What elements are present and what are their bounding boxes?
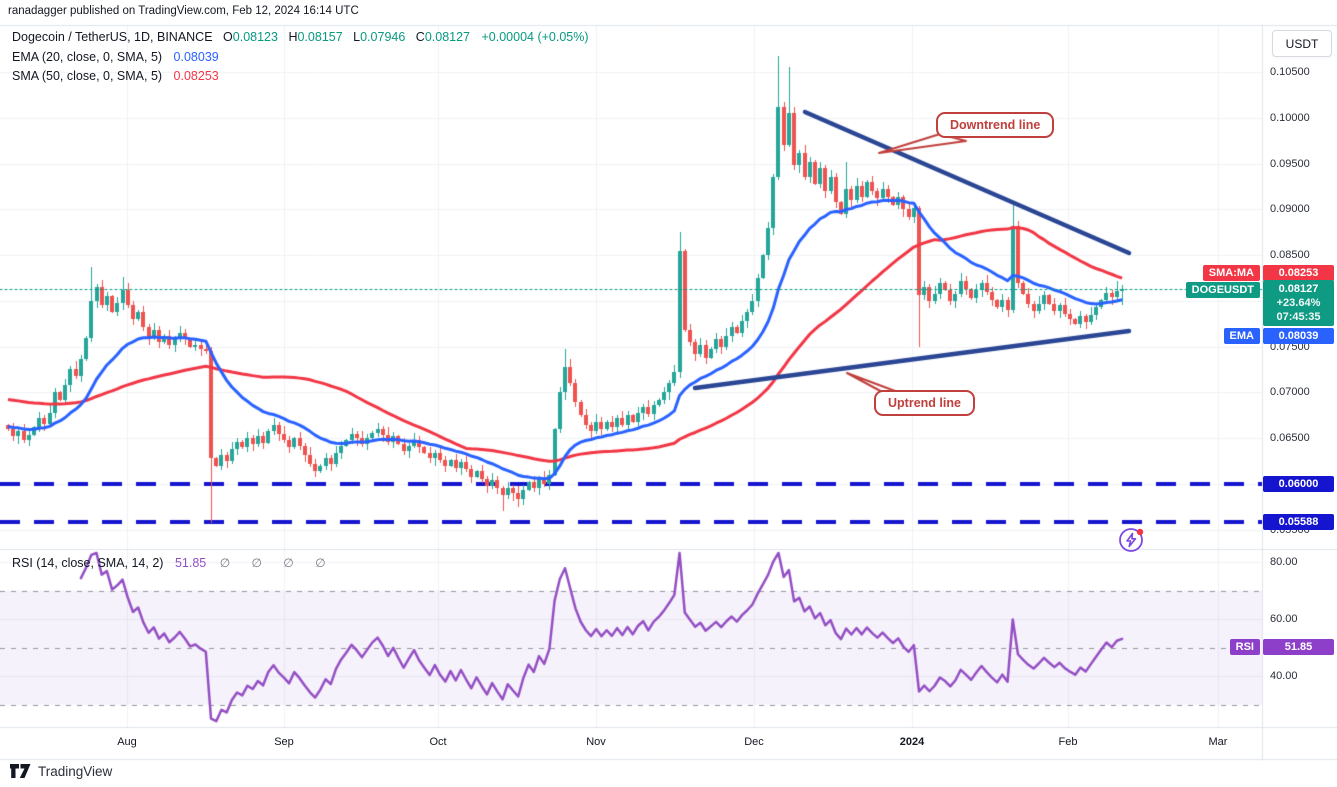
rsi-label: RSI (14, close, SMA, 14, 2)	[12, 556, 164, 570]
axis-value-rsi-badge: 51.85	[1263, 639, 1334, 655]
rsi-value: 51.85	[174, 556, 207, 570]
change-value: +0.00004 (+0.05%)	[481, 30, 589, 44]
ema-legend-row[interactable]: EMA (20, close, 0, SMA, 5) 0.08039	[12, 50, 219, 64]
low-value: 0.07946	[360, 30, 406, 44]
high-label: H	[288, 30, 298, 44]
axis-value-support-badge-1: 0.06000	[1263, 476, 1334, 492]
badge-line: +23.64%	[1276, 297, 1321, 309]
price-label-rsi-badge: RSI	[1229, 639, 1260, 655]
rsi-axis-tick: 80.00	[1270, 556, 1298, 568]
open-label: O	[223, 30, 233, 44]
symbol-legend-row[interactable]: Dogecoin / TetherUS, 1D, BINANCE O0.0812…	[12, 30, 589, 44]
downtrend-callout: Downtrend line	[936, 112, 1055, 138]
price-axis-tick: 0.09500	[1270, 157, 1310, 170]
price-axis-tick: 0.10000	[1270, 111, 1310, 124]
close-value: 0.08127	[424, 30, 470, 44]
price-axis-tick: 0.09000	[1270, 203, 1310, 216]
rsi-axis-tick: 60.00	[1270, 613, 1298, 626]
axis-value-support-badge-2: 0.05588	[1263, 514, 1334, 530]
currency-unit-button[interactable]: USDT	[1272, 30, 1332, 57]
axis-value-ema-badge: 0.08039	[1263, 328, 1334, 344]
time-axis-label: Nov	[586, 736, 606, 748]
tradingview-logo-text: TradingView	[38, 763, 113, 779]
badge-line: 0.08127	[1278, 283, 1319, 295]
time-axis-label: 2024	[899, 736, 925, 748]
low-label: L	[353, 30, 361, 44]
flash-ideas-icon[interactable]	[1117, 525, 1147, 555]
sma-legend-row[interactable]: SMA (50, close, 0, SMA, 5) 0.08253	[12, 69, 219, 83]
ema-label: EMA (20, close, 0, SMA, 5)	[12, 50, 163, 64]
axis-value-sma-ma-badge: 0.08253	[1263, 265, 1334, 281]
badge-line: 07:45:35	[1276, 311, 1321, 323]
time-axis-label: Dec	[744, 736, 764, 748]
tradingview-logo-mark	[10, 764, 31, 778]
time-axis-label: Mar	[1208, 736, 1228, 748]
close-label: C	[415, 30, 425, 44]
open-value: 0.08123	[232, 30, 278, 44]
price-axis-tick: 0.08500	[1270, 249, 1310, 262]
price-label-sma-ma-badge: SMA:MA	[1202, 265, 1260, 281]
published-attribution: ranadagger published on TradingView.com,…	[8, 5, 359, 17]
uptrend-callout: Uptrend line	[874, 390, 975, 416]
rsi-legend-row[interactable]: RSI (14, close, SMA, 14, 2) 51.85 ∅ ∅ ∅ …	[12, 556, 335, 570]
price-axis-tick: 0.10500	[1270, 66, 1310, 78]
price-label-dogeusdt-badge: DOGEUSDT	[1185, 282, 1260, 298]
time-axis-label: Feb	[1058, 736, 1078, 748]
symbol-title: Dogecoin / TetherUS, 1D, BINANCE	[12, 30, 213, 44]
price-axis-tick: 0.07000	[1270, 386, 1310, 399]
time-axis-label: Aug	[117, 736, 137, 748]
sma-label: SMA (50, close, 0, SMA, 5)	[12, 69, 163, 83]
time-axis-label: Oct	[429, 736, 447, 748]
ema-value: 0.08039	[173, 50, 219, 64]
time-axis-label: Sep	[274, 736, 294, 748]
tradingview-logo[interactable]: TradingView	[10, 763, 112, 779]
high-value: 0.08157	[297, 30, 343, 44]
rsi-empty-plot-slots: ∅ ∅ ∅ ∅	[219, 556, 335, 570]
price-label-ema-badge: EMA	[1223, 328, 1260, 344]
sma-value: 0.08253	[173, 69, 219, 83]
price-axis-tick: 0.06500	[1270, 432, 1310, 445]
rsi-axis-tick: 40.00	[1270, 670, 1298, 683]
axis-value-dogeusdt-badge: 0.08127 +23.64% 07:45:35	[1263, 280, 1334, 326]
